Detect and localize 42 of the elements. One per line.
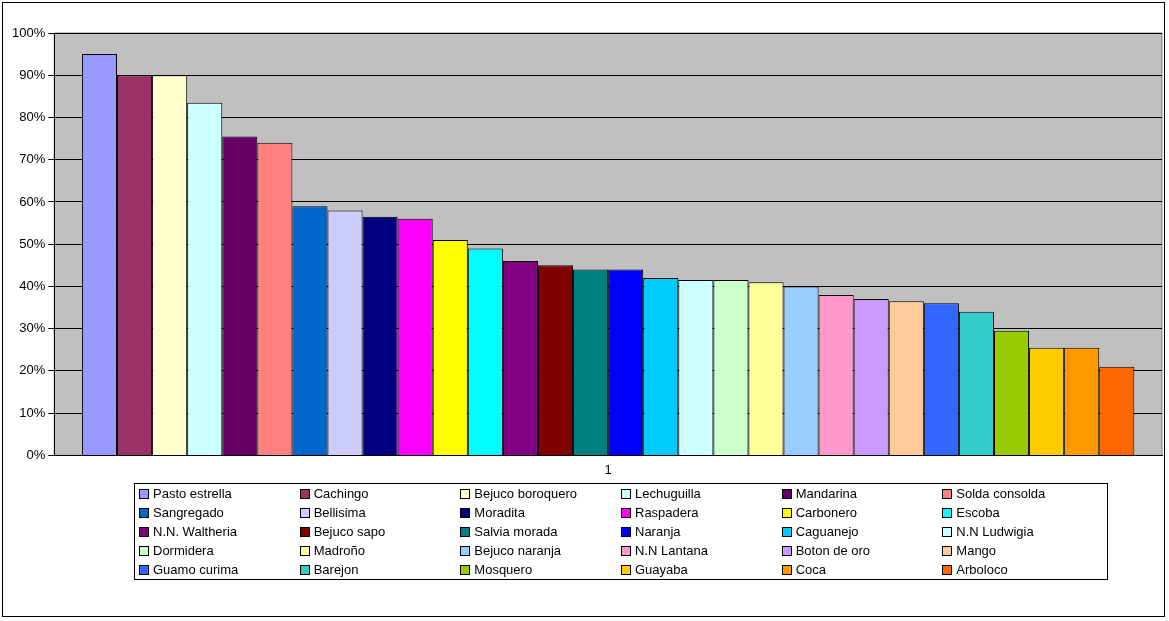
y-tick-label: 60% (19, 193, 46, 209)
legend-label: Carbonero (795, 505, 858, 520)
legend-label: Bejuco boroquero (474, 486, 577, 501)
legend-label: Caguanejo (795, 524, 859, 539)
y-tick-label: 10% (19, 404, 46, 420)
legend-label: Pasto estrella (153, 486, 232, 501)
y-tick-label: 30% (19, 320, 46, 336)
x-tick-label: 1 (604, 461, 612, 477)
legend-label: N.N Lantana (635, 543, 708, 558)
legend-label: Arboloco (956, 562, 1008, 577)
legend-label: Salvia morada (474, 524, 558, 539)
legend-label: Bejuco naranja (474, 543, 562, 558)
legend-label: Cachingo (313, 486, 369, 501)
y-tick-label: 90% (19, 66, 46, 82)
legend-label: Bellisima (313, 505, 366, 520)
legend-label: Moradita (474, 505, 525, 520)
y-tick-label: 80% (19, 109, 46, 125)
legend-label: Mandarina (795, 486, 858, 501)
legend-label: Mango (956, 543, 997, 558)
y-tick-label: 40% (19, 278, 46, 294)
legend-label: Solda consolda (956, 486, 1046, 501)
legend-label: Bejuco sapo (313, 524, 386, 539)
legend-label: Madroño (313, 543, 365, 558)
y-tick-label: 0% (26, 446, 46, 462)
legend-label: Lechuguilla (635, 486, 701, 501)
legend-label: N.N. Waltheria (153, 524, 238, 539)
legend-label: Sangregado (153, 505, 224, 520)
legend-label: N.N Ludwigia (956, 524, 1034, 539)
y-tick-label: 50% (19, 235, 46, 251)
legend-label: Guayaba (635, 562, 688, 577)
y-tick-label: 20% (19, 362, 46, 378)
legend-label: Mosquero (474, 562, 533, 577)
legend-label: Coca (795, 562, 827, 577)
legend-label: Dormidera (153, 543, 214, 558)
legend-label: Escoba (956, 505, 1000, 520)
legend-label: Barejon (313, 562, 359, 577)
legend-label: Naranja (635, 524, 681, 539)
y-tick-label: 100% (12, 24, 46, 40)
legend-label: Raspadera (635, 505, 699, 520)
legend-label: Boton de oro (795, 543, 871, 558)
y-tick-label: 70% (19, 151, 46, 167)
legend-label: Guamo curima (153, 562, 239, 577)
